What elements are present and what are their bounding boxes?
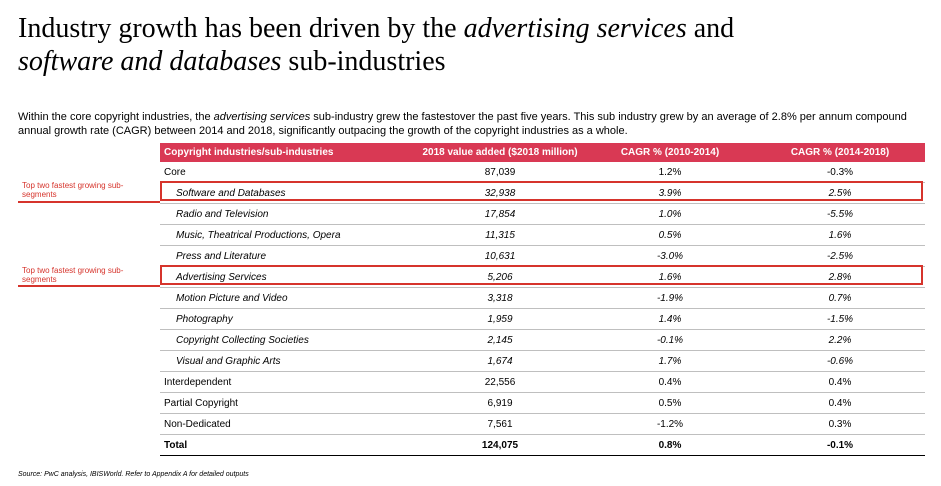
row-name: Interdependent <box>160 371 415 393</box>
row-value: 32,938 <box>415 182 585 204</box>
row-cagr1: 0.5% <box>585 392 755 414</box>
row-cagr2: -2.5% <box>755 245 925 267</box>
intro-emphasis: advertising services <box>213 111 311 123</box>
header-cagr-2010-2014: CAGR % (2010-2014) <box>585 143 755 162</box>
row-value: 11,315 <box>415 224 585 246</box>
header-cagr-2014-2018: CAGR % (2014-2018) <box>755 143 925 162</box>
highlight-underline-advertising <box>18 285 160 287</box>
row-cagr1: 3.9% <box>585 182 755 204</box>
table-row: Photography 1,959 1.4% -1.5% <box>160 308 925 330</box>
row-cagr2: -1.5% <box>755 308 925 330</box>
row-value: 1,674 <box>415 350 585 372</box>
row-cagr1: 1.0% <box>585 203 755 225</box>
row-name: Visual and Graphic Arts <box>160 350 415 372</box>
row-name: Photography <box>160 308 415 330</box>
row-name: Press and Literature <box>160 245 415 267</box>
row-cagr2: -0.6% <box>755 350 925 372</box>
header-value: 2018 value added ($2018 million) <box>415 143 585 162</box>
table-row: Motion Picture and Video 3,318 -1.9% 0.7… <box>160 287 925 309</box>
row-cagr1: 1.4% <box>585 308 755 330</box>
table-row: Visual and Graphic Arts 1,674 1.7% -0.6% <box>160 350 925 372</box>
source-note: Source: PwC analysis, IBISWorld. Refer t… <box>18 471 249 478</box>
row-cagr1: -1.2% <box>585 413 755 435</box>
row-cagr2: 2.8% <box>755 266 925 288</box>
highlight-note-advertising: Top two fastest growing sub-segments <box>22 266 124 284</box>
table-row: Partial Copyright 6,919 0.5% 0.4% <box>160 392 925 414</box>
row-cagr2: 0.7% <box>755 287 925 309</box>
row-cagr1: 0.4% <box>585 371 755 393</box>
row-name: Software and Databases <box>160 182 415 204</box>
row-value: 6,919 <box>415 392 585 414</box>
table-row: Core 87,039 1.2% -0.3% <box>160 162 925 183</box>
table-row: Advertising Services 5,206 1.6% 2.8% <box>160 266 925 288</box>
row-name: Non-Dedicated <box>160 413 415 435</box>
intro-text: Within the core copyright industries, th… <box>18 111 214 123</box>
row-cagr2: 0.3% <box>755 413 925 435</box>
row-name: Advertising Services <box>160 266 415 288</box>
highlight-box-software <box>160 181 923 201</box>
row-name: Total <box>160 434 415 456</box>
row-value: 1,959 <box>415 308 585 330</box>
row-value: 5,206 <box>415 266 585 288</box>
industries-table: Copyright industries/sub-industries 2018… <box>160 143 925 456</box>
row-name: Copyright Collecting Societies <box>160 329 415 351</box>
row-cagr2: -0.3% <box>755 162 925 183</box>
row-cagr2: -0.1% <box>755 434 925 456</box>
row-cagr2: -5.5% <box>755 203 925 225</box>
row-name: Core <box>160 162 415 183</box>
table-header-row: Copyright industries/sub-industries 2018… <box>160 143 925 162</box>
table-row: Press and Literature 10,631 -3.0% -2.5% <box>160 245 925 267</box>
row-cagr1: 0.8% <box>585 434 755 456</box>
row-cagr1: -3.0% <box>585 245 755 267</box>
row-value: 124,075 <box>415 434 585 456</box>
row-value: 10,631 <box>415 245 585 267</box>
table-row: Copyright Collecting Societies 2,145 -0.… <box>160 329 925 351</box>
row-cagr2: 1.6% <box>755 224 925 246</box>
row-cagr2: 2.2% <box>755 329 925 351</box>
row-value: 87,039 <box>415 162 585 183</box>
row-cagr1: -1.9% <box>585 287 755 309</box>
title-text: Industry growth has been driven by the <box>18 13 464 44</box>
table-row: Radio and Television 17,854 1.0% -5.5% <box>160 203 925 225</box>
table-row: Interdependent 22,556 0.4% 0.4% <box>160 371 925 393</box>
row-name: Radio and Television <box>160 203 415 225</box>
row-value: 7,561 <box>415 413 585 435</box>
highlight-box-advertising <box>160 265 923 285</box>
row-name: Partial Copyright <box>160 392 415 414</box>
row-cagr1: 0.5% <box>585 224 755 246</box>
table-row: Software and Databases 32,938 3.9% 2.5% <box>160 182 925 204</box>
table-total-row: Total 124,075 0.8% -0.1% <box>160 434 925 456</box>
title-emphasis-software: software and databases <box>18 46 282 77</box>
intro-text-rest: sub-industry grew the fastestover the pa… <box>18 111 907 137</box>
title-text-end: sub-industries <box>281 46 446 77</box>
row-cagr1: -0.1% <box>585 329 755 351</box>
table-row: Music, Theatrical Productions, Opera 11,… <box>160 224 925 246</box>
title-text-and: and <box>686 13 735 44</box>
row-name: Music, Theatrical Productions, Opera <box>160 224 415 246</box>
row-cagr1: 1.7% <box>585 350 755 372</box>
title-emphasis-advertising: advertising services <box>463 13 687 44</box>
row-cagr1: 1.6% <box>585 266 755 288</box>
row-value: 3,318 <box>415 287 585 309</box>
highlight-underline-software <box>18 201 160 203</box>
table-row: Non-Dedicated 7,561 -1.2% 0.3% <box>160 413 925 435</box>
page-title: Industry growth has been driven by the a… <box>18 12 918 78</box>
row-value: 2,145 <box>415 329 585 351</box>
highlight-note-software: Top two fastest growing sub-segments <box>22 181 124 199</box>
row-cagr2: 0.4% <box>755 392 925 414</box>
row-value: 22,556 <box>415 371 585 393</box>
row-cagr1: 1.2% <box>585 162 755 183</box>
row-cagr2: 2.5% <box>755 182 925 204</box>
row-cagr2: 0.4% <box>755 371 925 393</box>
intro-paragraph: Within the core copyright industries, th… <box>18 110 933 138</box>
row-name: Motion Picture and Video <box>160 287 415 309</box>
header-industry: Copyright industries/sub-industries <box>160 143 415 162</box>
row-value: 17,854 <box>415 203 585 225</box>
